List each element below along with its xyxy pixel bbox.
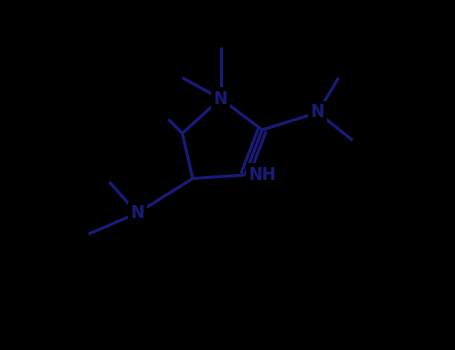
- Text: N: N: [130, 204, 144, 222]
- Text: N: N: [213, 90, 228, 107]
- Text: N: N: [311, 104, 325, 121]
- Text: NH: NH: [248, 166, 276, 184]
